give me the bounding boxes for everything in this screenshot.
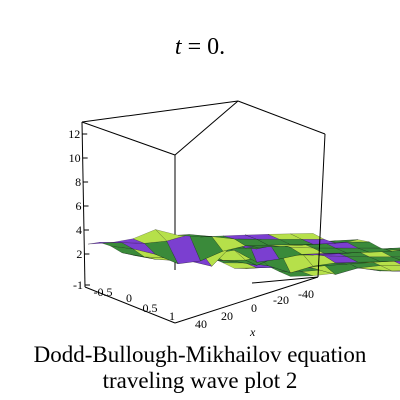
caption-line-2: traveling wave plot 2 — [102, 368, 298, 393]
y-tick-label: -0.5 — [94, 285, 113, 299]
z-tick-label: 12 — [68, 127, 80, 141]
x-axis-label: x — [249, 325, 256, 339]
x-tick-label: -20 — [273, 293, 289, 307]
z-tick-label: 8 — [75, 175, 81, 189]
caption-line-1: Dodd-Bullough-Mikhailov equation — [33, 342, 367, 367]
z-tick-label: -1 — [73, 278, 83, 292]
y-tick-label: 1 — [169, 309, 175, 323]
z-tick-label: 4 — [76, 223, 82, 237]
z-axis-ticks: 12 10 8 6 4 2 -1 — [68, 127, 90, 292]
x-tick-label: 20 — [221, 309, 233, 323]
surface-patch — [290, 233, 325, 240]
surface-patch — [391, 256, 400, 260]
title-value: = 0. — [181, 34, 226, 60]
y-axis-ticks: -0.5 0 0.5 1 — [94, 285, 176, 323]
x-axis-ticks: 40 20 0 -20 -40 — [195, 287, 314, 331]
y-tick-label: 0 — [126, 291, 132, 305]
z-tick-label: 6 — [76, 199, 82, 213]
z-tick-label: 2 — [76, 247, 82, 261]
z-tick-label: 10 — [69, 151, 81, 165]
title-variable: t — [174, 34, 182, 60]
y-tick-label: 0.5 — [143, 301, 158, 315]
bounding-box-front — [81, 100, 326, 324]
wave-surface — [87, 229, 400, 277]
x-tick-label: 0 — [251, 301, 257, 315]
plot-title: t = 0. — [0, 34, 400, 61]
x-tick-label: -40 — [298, 287, 314, 301]
x-tick-label: 40 — [195, 317, 207, 331]
